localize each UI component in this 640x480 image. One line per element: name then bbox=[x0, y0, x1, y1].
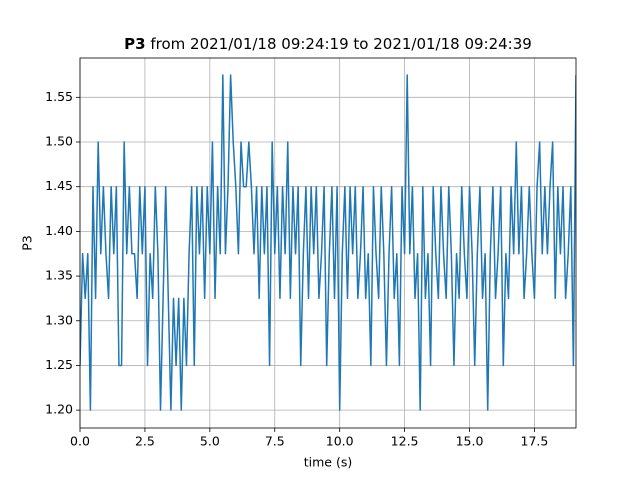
y-tick-label: 1.45 bbox=[45, 178, 73, 193]
data-line bbox=[80, 74, 576, 411]
x-tick-label: 15.0 bbox=[456, 434, 484, 449]
x-tick-label: 0.0 bbox=[70, 434, 90, 449]
plot-frame bbox=[79, 57, 577, 429]
y-axis-label: P3 bbox=[20, 235, 35, 251]
title-series: P3 bbox=[124, 35, 145, 53]
chart-title: P3 from 2021/01/18 09:24:19 to 2021/01/1… bbox=[124, 35, 532, 53]
y-tick-label: 1.30 bbox=[45, 312, 73, 327]
y-tick-label: 1.20 bbox=[45, 402, 73, 417]
title-range: from 2021/01/18 09:24:19 to 2021/01/18 0… bbox=[150, 35, 531, 53]
x-tick-label: 2.5 bbox=[135, 434, 155, 449]
y-tick-label: 1.50 bbox=[45, 134, 73, 149]
y-tick-label: 1.40 bbox=[45, 223, 73, 238]
x-axis-label: time (s) bbox=[304, 455, 352, 470]
x-tick-label: 10.0 bbox=[326, 434, 354, 449]
y-tick-label: 1.55 bbox=[45, 89, 73, 104]
y-tick-label: 1.35 bbox=[45, 268, 73, 283]
x-tick-label: 17.5 bbox=[521, 434, 549, 449]
x-tick-label: 5.0 bbox=[200, 434, 220, 449]
x-tick-label: 7.5 bbox=[265, 434, 285, 449]
x-tick-label: 12.5 bbox=[391, 434, 419, 449]
y-tick-label: 1.25 bbox=[45, 357, 73, 372]
